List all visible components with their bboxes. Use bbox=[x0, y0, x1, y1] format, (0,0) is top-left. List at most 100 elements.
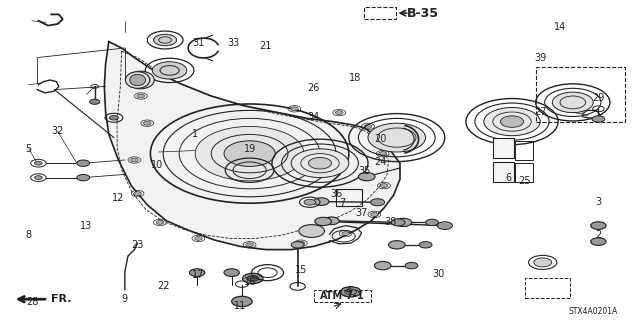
Circle shape bbox=[315, 217, 332, 226]
Circle shape bbox=[419, 242, 432, 248]
Text: 7: 7 bbox=[339, 198, 346, 208]
Circle shape bbox=[308, 157, 332, 169]
Text: 19: 19 bbox=[243, 144, 256, 154]
Circle shape bbox=[484, 108, 540, 136]
Circle shape bbox=[224, 269, 239, 276]
Circle shape bbox=[224, 141, 275, 166]
Circle shape bbox=[243, 273, 263, 284]
Circle shape bbox=[374, 261, 391, 270]
Circle shape bbox=[358, 172, 375, 181]
Text: 20: 20 bbox=[374, 134, 387, 144]
Bar bbox=[336, 189, 362, 206]
Circle shape bbox=[134, 192, 141, 196]
Circle shape bbox=[314, 198, 329, 205]
Bar bbox=[364, 7, 396, 19]
Bar bbox=[525, 278, 570, 298]
Text: 30: 30 bbox=[432, 268, 445, 279]
Text: 18: 18 bbox=[349, 73, 362, 84]
Text: 27: 27 bbox=[534, 107, 547, 117]
Circle shape bbox=[247, 276, 259, 281]
Circle shape bbox=[299, 225, 324, 237]
Circle shape bbox=[592, 116, 605, 122]
Text: 12: 12 bbox=[112, 193, 125, 204]
Text: 35: 35 bbox=[358, 166, 371, 176]
Text: FR.: FR. bbox=[51, 294, 72, 304]
Text: 16: 16 bbox=[243, 276, 256, 287]
Text: 3: 3 bbox=[595, 196, 602, 207]
Circle shape bbox=[379, 152, 387, 156]
Circle shape bbox=[137, 94, 145, 98]
Text: 31: 31 bbox=[192, 38, 205, 48]
Circle shape bbox=[591, 238, 606, 245]
Text: 23: 23 bbox=[131, 240, 144, 250]
Circle shape bbox=[195, 236, 202, 240]
Circle shape bbox=[109, 116, 118, 120]
Text: 39: 39 bbox=[534, 52, 547, 63]
Text: 33: 33 bbox=[227, 38, 240, 48]
Circle shape bbox=[246, 243, 253, 247]
Bar bbox=[515, 141, 533, 160]
Circle shape bbox=[143, 121, 151, 125]
Circle shape bbox=[371, 212, 378, 216]
Text: 34: 34 bbox=[307, 112, 320, 122]
Circle shape bbox=[368, 123, 426, 152]
Bar bbox=[493, 162, 514, 182]
Circle shape bbox=[364, 124, 372, 128]
Bar bbox=[493, 138, 514, 158]
Text: 25: 25 bbox=[518, 176, 531, 186]
Circle shape bbox=[232, 296, 252, 307]
Circle shape bbox=[342, 232, 349, 236]
Circle shape bbox=[552, 92, 593, 113]
Circle shape bbox=[388, 241, 405, 249]
Text: 17: 17 bbox=[192, 270, 205, 280]
Circle shape bbox=[324, 217, 339, 225]
Circle shape bbox=[77, 174, 90, 181]
Text: 10: 10 bbox=[150, 160, 163, 170]
Text: 5: 5 bbox=[26, 144, 32, 154]
Text: 37: 37 bbox=[355, 208, 368, 218]
Circle shape bbox=[77, 160, 90, 166]
Circle shape bbox=[90, 99, 100, 104]
Bar bbox=[515, 163, 533, 182]
Text: 14: 14 bbox=[554, 22, 566, 32]
Circle shape bbox=[291, 242, 304, 248]
Text: 21: 21 bbox=[259, 41, 272, 52]
Circle shape bbox=[156, 220, 164, 224]
Circle shape bbox=[304, 199, 316, 205]
Circle shape bbox=[371, 199, 385, 206]
Circle shape bbox=[291, 107, 298, 111]
Circle shape bbox=[395, 218, 412, 227]
Ellipse shape bbox=[127, 71, 154, 89]
Ellipse shape bbox=[125, 72, 150, 88]
Polygon shape bbox=[104, 42, 400, 250]
Bar bbox=[314, 290, 371, 302]
Circle shape bbox=[35, 176, 42, 180]
Text: B-35: B-35 bbox=[406, 7, 438, 20]
Text: 22: 22 bbox=[157, 281, 170, 292]
Text: ATM-7-1: ATM-7-1 bbox=[320, 291, 365, 301]
Text: 38: 38 bbox=[384, 217, 397, 228]
Circle shape bbox=[189, 269, 205, 276]
Circle shape bbox=[426, 219, 438, 226]
Text: 1: 1 bbox=[192, 129, 198, 140]
Text: 8: 8 bbox=[26, 230, 32, 240]
Ellipse shape bbox=[129, 75, 146, 86]
Circle shape bbox=[591, 222, 606, 229]
Circle shape bbox=[437, 222, 452, 229]
Text: 24: 24 bbox=[374, 156, 387, 167]
Circle shape bbox=[131, 158, 138, 162]
Circle shape bbox=[35, 161, 42, 165]
Circle shape bbox=[380, 184, 388, 188]
Text: 28: 28 bbox=[26, 297, 38, 308]
Circle shape bbox=[405, 262, 418, 269]
Text: 2: 2 bbox=[595, 230, 602, 240]
Circle shape bbox=[500, 116, 524, 127]
Text: 4: 4 bbox=[346, 286, 352, 296]
Circle shape bbox=[534, 258, 552, 267]
Text: 15: 15 bbox=[294, 265, 307, 276]
Circle shape bbox=[391, 219, 405, 226]
Text: 13: 13 bbox=[80, 220, 93, 231]
Circle shape bbox=[340, 287, 361, 297]
Circle shape bbox=[195, 126, 304, 181]
Text: 9: 9 bbox=[122, 294, 128, 304]
